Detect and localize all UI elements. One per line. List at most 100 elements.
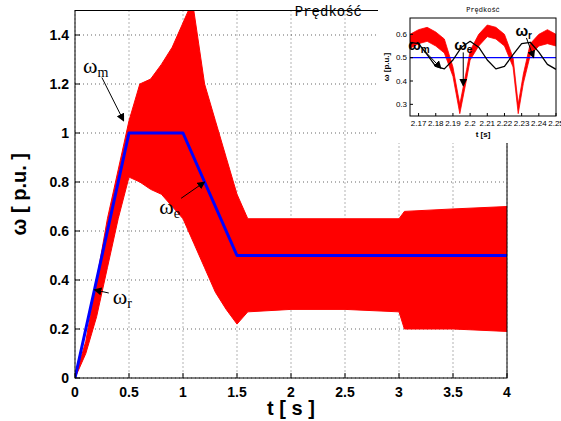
annotation-text: ω [408,36,421,53]
y-axis-label: ω [ p.u. ] [8,153,30,235]
x-tick-label: 2.17 [411,119,427,128]
y-tick-label: 0.3 [396,100,408,109]
annotation-arrow [102,78,124,121]
x-axis-label: t [ s ] [267,397,315,419]
grid-line-x [129,11,130,379]
grid-line-x [291,11,292,379]
chart-root: Prędkość00.511.522.533.5400.20.40.60.811… [0,0,561,421]
y-tick-label: 0.4 [50,272,70,288]
annotation-label: ωm [83,53,108,80]
x-tick [470,113,471,116]
annotation-subscript: m [421,44,430,55]
x-tick-label: 3 [395,384,403,400]
x-tick [291,373,292,378]
plot-data [410,25,556,114]
annotation-subscript: e [174,206,180,221]
x-tick-label: 2.2 [465,119,477,128]
y-tick [75,35,80,36]
annotation-subscript: r [528,30,532,41]
inset-background [378,0,561,143]
x-tick-label: 2.25 [548,119,561,128]
x-tick [129,373,130,378]
x-tick-label: 2.21 [480,119,496,128]
y-tick [75,182,80,183]
annotations: ωmωeωr [408,22,534,86]
y-tick-label: 1.2 [50,76,70,92]
annotation-arrow [526,38,533,58]
x-tick-label: 2.5 [335,384,355,400]
annotations: ωmωeωr [83,53,205,311]
x-tick [345,373,346,378]
y-tick [75,231,80,232]
x-tick [183,373,184,378]
x-tick-label: 2.22 [497,119,513,128]
x-tick [452,113,453,116]
x-tick-label: 0 [71,384,79,400]
y-tick-label: 0 [61,370,69,386]
annotation-text: ω [83,53,97,78]
y-tick-label: 1.4 [50,27,70,43]
x-tick [399,373,400,378]
y-axis-label: ω [p.u.] [382,52,391,81]
line [410,41,556,69]
x-tick [487,113,488,116]
x-tick-label: 2.18 [428,119,444,128]
plot-frame [410,18,556,116]
y-tick [75,280,80,281]
annotation-label: ωr [113,284,132,311]
line [75,133,507,378]
x-tick [538,113,539,116]
y-tick-label: 0.5 [396,53,408,62]
y-tick-label: 1 [61,125,69,141]
y-tick-label: 0.6 [50,223,70,239]
annotation-arrow [424,51,441,68]
annotation-subscript: e [467,44,473,55]
band [410,25,556,114]
x-tick [237,373,238,378]
x-tick [435,113,436,116]
y-tick [75,133,80,134]
annotation-arrow [94,290,108,293]
ticks: 2.172.182.19 2.22.212.222.232.242.25 0.3 0.… [396,30,561,128]
x-tick [75,373,76,378]
y-tick [410,34,413,35]
y-tick [410,57,413,58]
y-tick [75,84,80,85]
y-tick-label: 0.6 [396,30,408,39]
annotation-label: ωe [454,36,473,55]
x-tick [507,373,508,378]
y-tick-label: 0.4 [396,77,408,86]
x-tick-label: 2.19 [445,119,461,128]
x-axis-label: t [s] [476,130,491,139]
y-tick [410,81,413,82]
x-tick [504,113,505,116]
x-tick-label: 0.5 [119,384,139,400]
annotation-subscript: m [97,65,108,80]
x-tick [453,373,454,378]
annotation-text: ω [454,36,467,53]
y-tick [75,378,80,379]
annotation-text: ω [159,194,173,219]
chart-title: Prędkość [466,6,500,14]
y-tick-label: 0.8 [50,174,70,190]
x-tick-label: 2.24 [531,119,547,128]
annotation-text: ω [113,284,127,309]
x-tick [556,113,557,116]
annotation-text: ω [515,22,528,39]
annotation-label: ωe [159,194,180,221]
annotation-subscript: r [127,296,132,311]
grid-line-x [345,11,346,379]
annotation-arrow [463,52,464,85]
x-tick-label: 1 [179,384,187,400]
chart-title: Prędkość [295,4,362,20]
x-tick-label: 1.5 [227,384,247,400]
annotation-arrow [181,182,204,198]
y-tick [75,329,80,330]
x-tick-label: 2.23 [514,119,530,128]
chart-1: Prędkość 2.172.182.19 2.22.212.222.232.242… [378,0,561,143]
x-tick [418,113,419,116]
x-tick-label: 4 [503,384,511,400]
x-tick [521,113,522,116]
x-tick-label: 3.5 [443,384,463,400]
y-tick [410,104,413,105]
